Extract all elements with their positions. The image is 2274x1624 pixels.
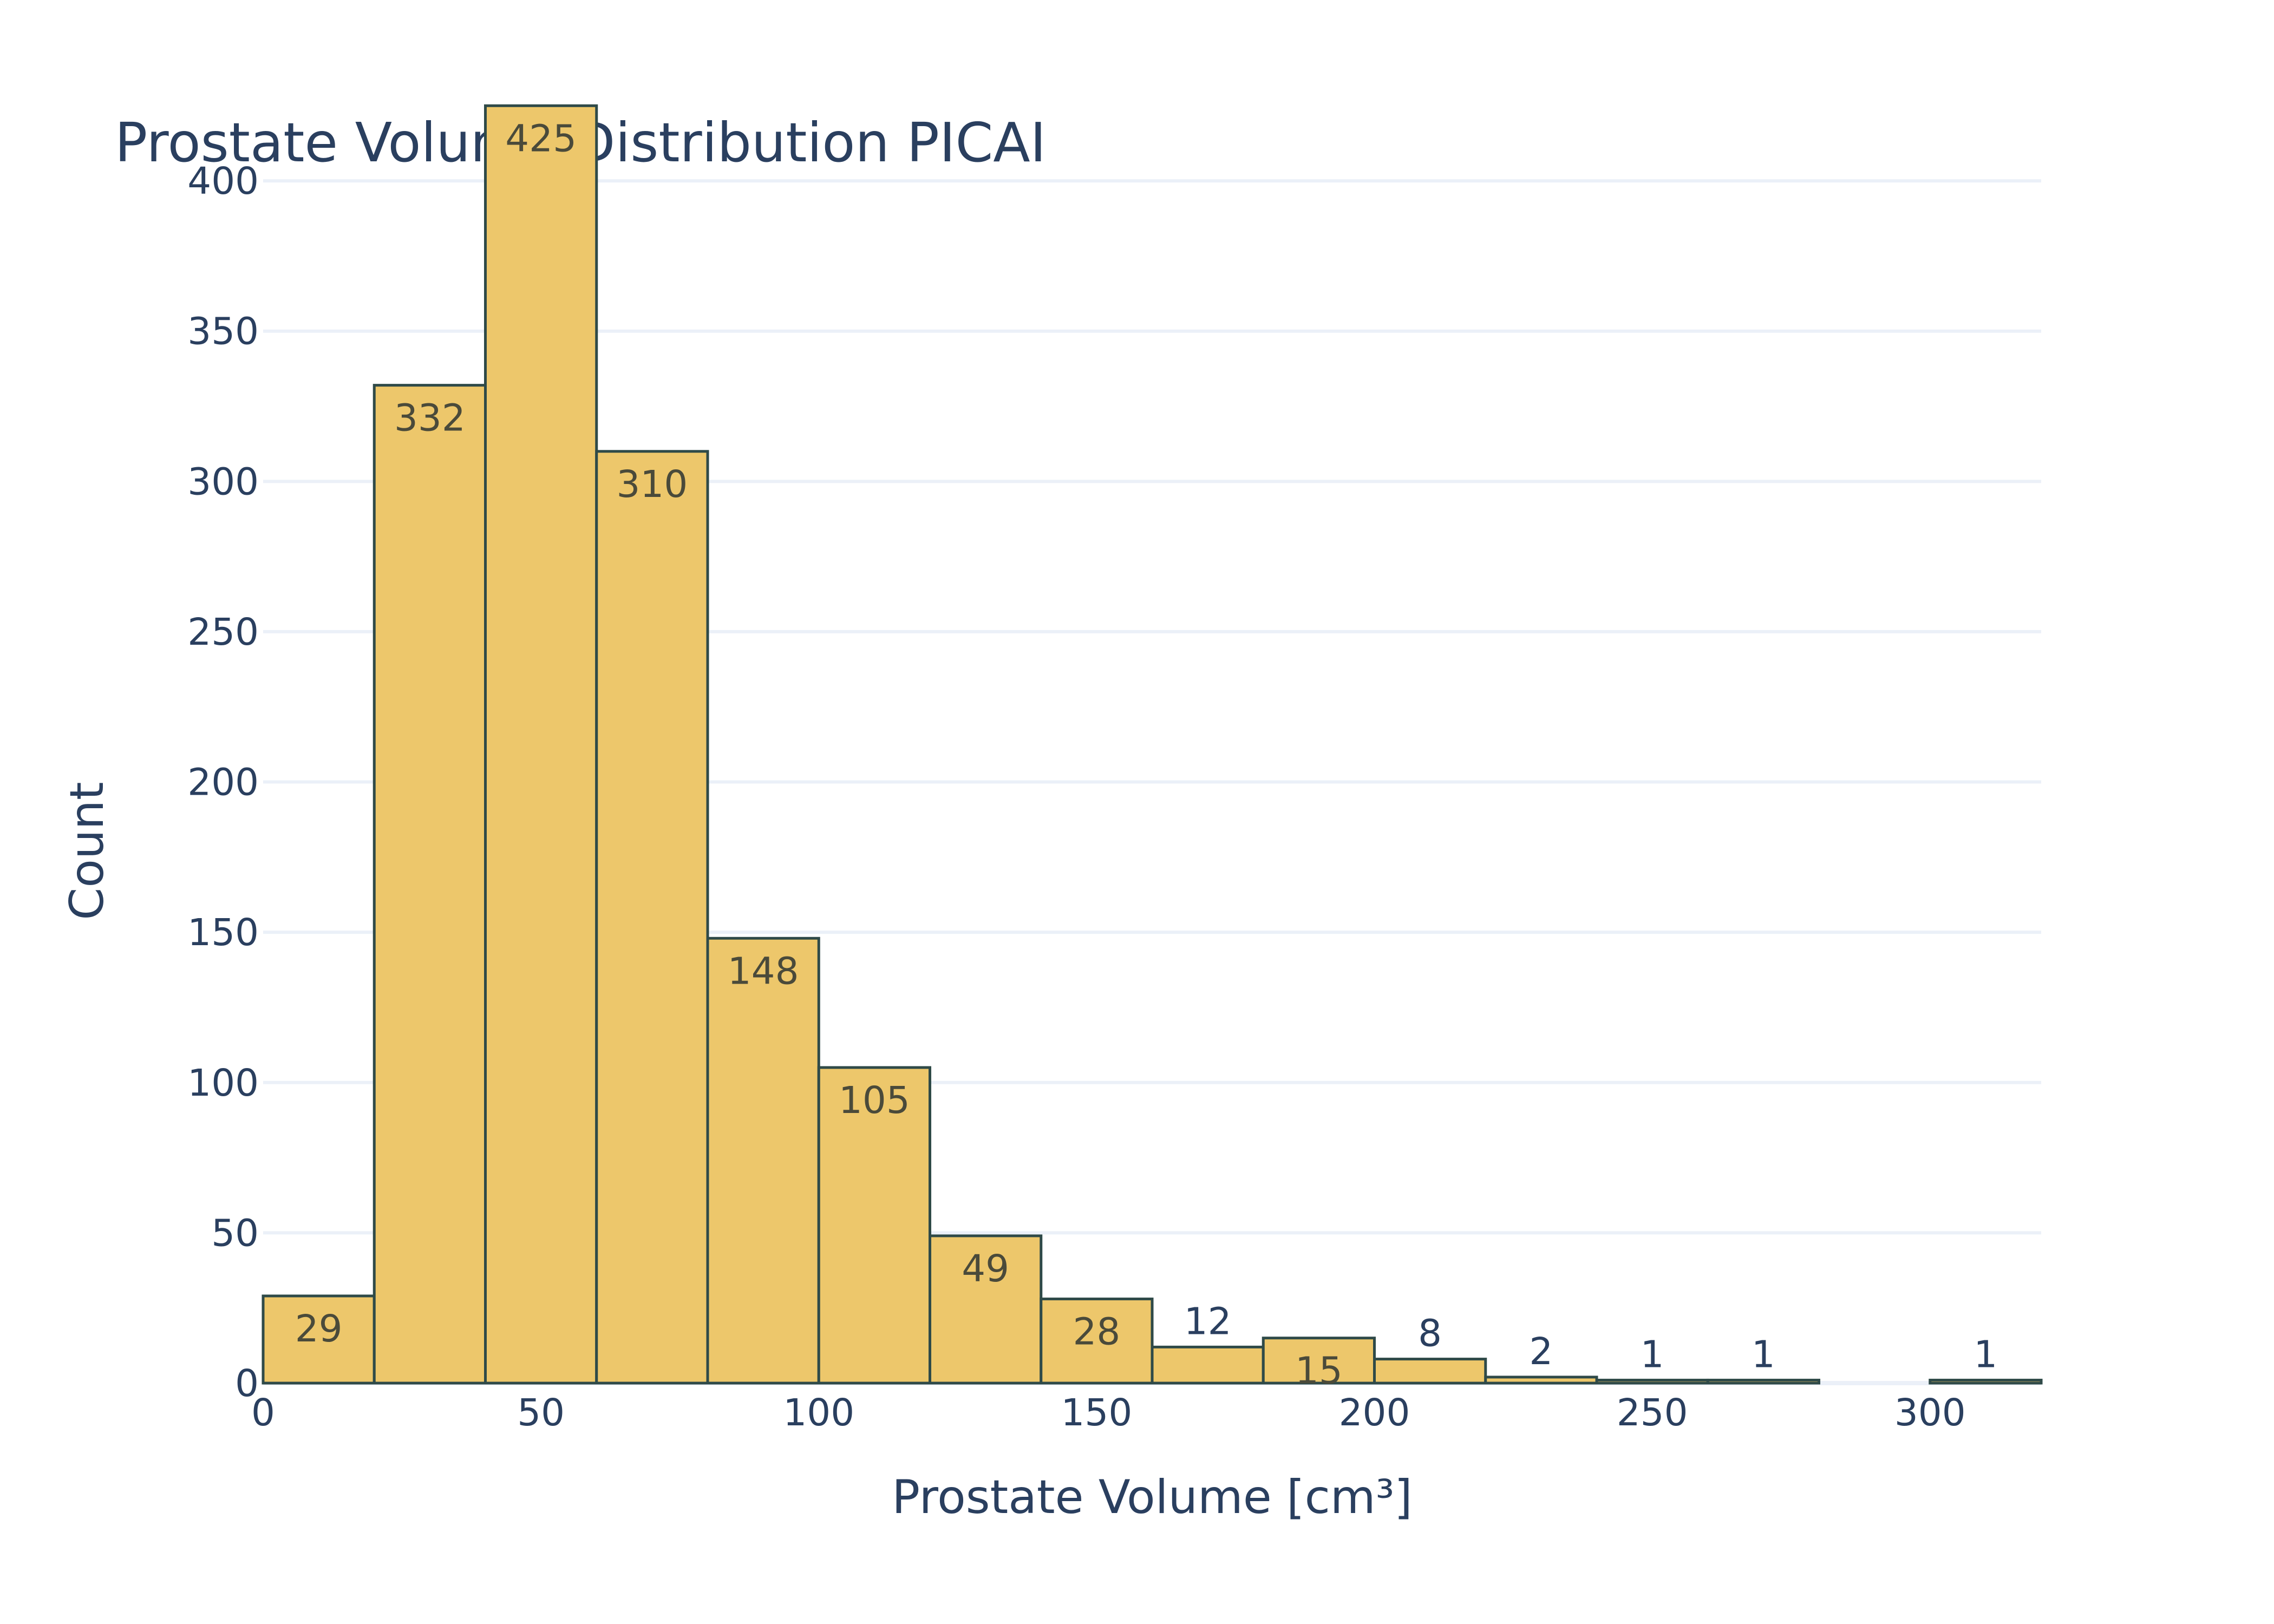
y-tick-label: 50	[211, 1212, 259, 1255]
bar-value-label: 8	[1418, 1312, 1442, 1355]
y-tick-label: 250	[187, 611, 259, 654]
histogram-bar	[817, 1066, 931, 1385]
bar-value-label: 332	[394, 397, 466, 440]
y-tick-label: 200	[187, 761, 259, 804]
histogram-bar	[1151, 1345, 1265, 1385]
bar-labels-group: 29 332 425 310 148 105 49 28 12 15 8 2 1 1 1	[295, 117, 1998, 1392]
histogram-bar	[1595, 1378, 1709, 1385]
bar-value-label: 28	[1073, 1311, 1120, 1354]
histogram-bar	[595, 450, 709, 1385]
histogram-bar	[1040, 1298, 1154, 1385]
bar-value-label: 105	[839, 1079, 910, 1122]
bar-value-label: 29	[295, 1307, 343, 1351]
histogram-bar	[1373, 1358, 1487, 1385]
bar-value-label: 1	[1974, 1333, 1997, 1376]
bar-value-label: 148	[728, 949, 799, 993]
histogram-bar	[706, 937, 820, 1385]
x-axis-ticks: 0 50 100 150 200 250 300	[251, 1391, 1966, 1435]
histogram-bar	[929, 1234, 1043, 1385]
y-tick-label: 0	[235, 1362, 259, 1405]
y-axis-ticks: 0 50 100 150 200 250 300 350 400	[187, 160, 259, 1405]
x-tick-label: 150	[1061, 1391, 1133, 1435]
y-axis-title: Count	[60, 782, 114, 920]
x-tick-label: 200	[1339, 1391, 1410, 1435]
x-tick-label: 250	[1617, 1391, 1688, 1435]
y-tick-label: 400	[187, 160, 259, 203]
bar-value-label: 15	[1295, 1350, 1343, 1393]
x-axis-title: Prostate Volume [cm³]	[892, 1470, 1412, 1524]
y-tick-label: 150	[187, 911, 259, 954]
bar-value-label: 1	[1752, 1333, 1775, 1376]
y-tick-label: 350	[187, 310, 259, 353]
histogram-bar	[1929, 1378, 2043, 1385]
histogram-bar	[1484, 1376, 1598, 1385]
x-tick-label: 300	[1894, 1391, 1966, 1435]
histogram-bar	[484, 104, 598, 1385]
bar-value-label: 12	[1184, 1300, 1232, 1343]
histogram-bar	[262, 1294, 376, 1385]
bar-value-label: 425	[505, 117, 577, 160]
histogram-bar	[1706, 1378, 1820, 1385]
x-tick-label: 100	[783, 1391, 854, 1435]
bar-value-label: 310	[617, 463, 688, 506]
x-tick-label: 50	[517, 1391, 565, 1435]
y-tick-label: 300	[187, 460, 259, 503]
bar-value-label: 2	[1529, 1330, 1553, 1373]
bar-value-label: 49	[962, 1247, 1009, 1291]
histogram-bar	[373, 384, 487, 1385]
bars-group	[262, 104, 2043, 1385]
bar-value-label: 1	[1641, 1333, 1664, 1376]
histogram-bar	[1262, 1337, 1376, 1385]
x-tick-label: 0	[251, 1391, 275, 1435]
y-tick-label: 100	[187, 1062, 259, 1105]
